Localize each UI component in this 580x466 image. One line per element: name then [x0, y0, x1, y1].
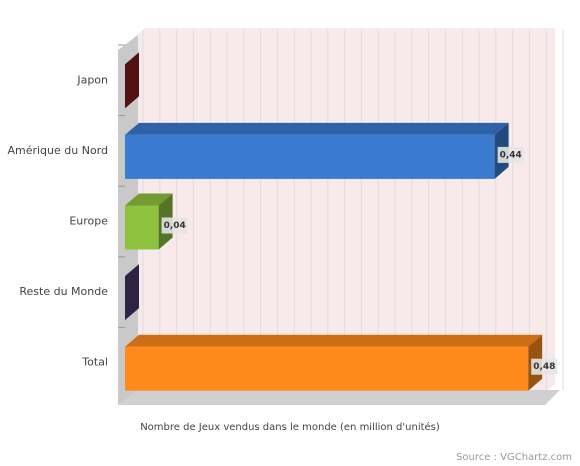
bar-top — [125, 193, 173, 206]
plot: Japon Amérique du Nord Europe Reste du Mond… — [7, 30, 564, 391]
source: Source : VGChartz.com — [456, 452, 572, 463]
y-tick-label: Amérique du Nord — [7, 144, 108, 157]
bar-side — [125, 264, 139, 321]
plot-wall — [125, 28, 555, 398]
bar — [125, 134, 495, 179]
value-label: 0,48 — [533, 362, 555, 372]
x-axis-title: Nombre de Jeux vendus dans le monde (en … — [140, 421, 440, 433]
value-label-bg — [161, 217, 188, 234]
y-tick-label: Total — [81, 356, 108, 369]
bar — [125, 205, 159, 250]
y-tick-label: Japon — [76, 73, 108, 86]
bar-side — [125, 52, 139, 109]
bar-top — [125, 122, 509, 135]
value-label: 0,44 — [500, 150, 522, 160]
floor — [118, 390, 560, 405]
value-label-bg — [531, 358, 558, 375]
bar-top — [125, 334, 543, 347]
y-tick-label: Europe — [69, 215, 108, 228]
y-tick-label: Reste du Monde — [19, 285, 108, 298]
value-label-bg — [497, 146, 524, 163]
value-label: 0,04 — [164, 221, 186, 231]
bar — [125, 346, 529, 391]
